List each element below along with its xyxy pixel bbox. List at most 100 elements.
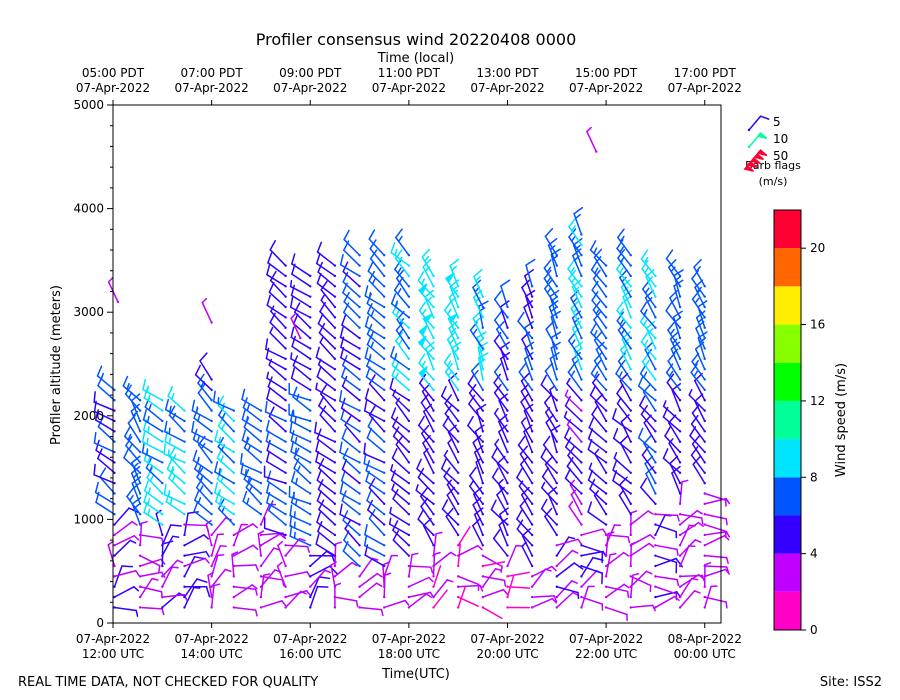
- wind-barb: [107, 277, 120, 304]
- wind-barb: [164, 398, 186, 423]
- wind-barb: [417, 509, 435, 537]
- wind-barb: [518, 363, 534, 392]
- wind-barb: [288, 382, 312, 402]
- wind-barb: [210, 533, 225, 557]
- wind-barb: [494, 438, 509, 464]
- wind-barb: [315, 440, 337, 464]
- wind-barb: [530, 595, 558, 603]
- wind-barb: [447, 424, 460, 454]
- wind-barb: [616, 239, 632, 267]
- wind-barb: [390, 242, 411, 267]
- wind-barb: [568, 500, 583, 526]
- wind-barb: [493, 363, 509, 392]
- wind-barb: [240, 462, 263, 485]
- wind-barb: [389, 506, 411, 526]
- wind-barb: [167, 385, 186, 412]
- wind-barb: [197, 383, 213, 412]
- wind-barb: [443, 353, 460, 381]
- wind-barb: [491, 447, 509, 474]
- wind-barb: [703, 595, 728, 609]
- wind-barb: [291, 470, 312, 495]
- wind-barb: [418, 353, 435, 381]
- wind-barb: [143, 491, 164, 516]
- wind-barb: [629, 534, 656, 547]
- x-tick-date: 07-Apr-2022: [273, 632, 347, 646]
- wind-barb: [703, 530, 731, 538]
- wind-barb: [619, 476, 632, 506]
- wind-barb: [390, 293, 411, 319]
- wind-barb: [368, 478, 386, 506]
- wind-barb: [290, 430, 312, 454]
- wind-barb: [339, 503, 361, 526]
- x-tick-date: 07-Apr-2022: [175, 632, 249, 646]
- wind-barb: [266, 371, 287, 392]
- wind-barb: [113, 606, 139, 617]
- top-tick-time: 11:00 PDT: [378, 66, 441, 80]
- top-tick-time: 07:00 PDT: [181, 66, 244, 80]
- wind-barb: [166, 458, 186, 485]
- wind-barb: [640, 477, 657, 506]
- wind-barb: [629, 570, 653, 588]
- wind-barb: [290, 440, 312, 464]
- wind-barb: [365, 470, 386, 495]
- wind-barb: [367, 261, 386, 288]
- wind-barb: [619, 269, 632, 298]
- wind-barb: [530, 597, 558, 609]
- top-tick-date: 07-Apr-2022: [569, 81, 643, 95]
- wind-barb: [456, 526, 471, 547]
- wind-barb: [259, 547, 281, 568]
- wind-barb: [591, 405, 608, 433]
- wind-barb: [591, 291, 608, 319]
- wind-barb: [418, 301, 435, 329]
- wind-barb: [440, 458, 460, 485]
- wind-barb: [395, 269, 411, 298]
- wind-barb: [232, 544, 259, 557]
- wind-barb: [570, 289, 583, 319]
- wind-barb: [341, 375, 361, 402]
- colorbar-segment: [774, 324, 801, 363]
- wind-barb: [339, 389, 361, 412]
- wind-barb: [289, 296, 312, 319]
- top-tick-time: 05:00 PDT: [82, 66, 145, 80]
- wind-barb: [259, 533, 286, 547]
- wind-barb: [506, 571, 530, 578]
- colorbar-tick-label: 12: [810, 394, 825, 408]
- wind-barb: [391, 483, 411, 506]
- top-tick-date: 07-Apr-2022: [372, 81, 446, 95]
- wind-barb: [113, 507, 140, 526]
- wind-barb: [138, 558, 166, 568]
- wind-barb: [113, 521, 138, 537]
- wind-barb: [472, 434, 485, 464]
- wind-barb: [563, 410, 583, 433]
- wind-barb: [543, 393, 558, 423]
- wind-barb: [383, 554, 399, 578]
- wind-barb: [496, 321, 509, 350]
- wind-barb: [390, 469, 411, 495]
- wind-barb: [654, 544, 679, 556]
- wind-barb: [358, 572, 383, 588]
- wind-barb: [266, 294, 287, 319]
- wind-barb: [320, 280, 337, 309]
- y-tick-label: 0: [96, 616, 104, 630]
- wind-barb: [447, 313, 460, 340]
- wind-barb: [315, 382, 337, 402]
- plot-frame: [112, 104, 722, 624]
- colorbar-segment: [774, 477, 801, 516]
- colorbar-tick-label: 4: [810, 547, 818, 561]
- wind-barb: [423, 448, 435, 474]
- wind-barb: [277, 540, 287, 568]
- wind-barb: [183, 557, 210, 568]
- wind-barb: [421, 248, 435, 278]
- wind-barb: [469, 480, 485, 506]
- top-axis-label: Time (local): [377, 51, 454, 66]
- wind-barb: [339, 253, 361, 278]
- wind-barb: [662, 400, 682, 423]
- wind-barb: [523, 351, 534, 381]
- wind-barb: [549, 385, 558, 412]
- wind-barb: [263, 517, 287, 537]
- wind-barb: [662, 448, 682, 474]
- wind-barb: [309, 585, 329, 609]
- wind-barb: [593, 352, 608, 381]
- wind-barb: [567, 259, 583, 288]
